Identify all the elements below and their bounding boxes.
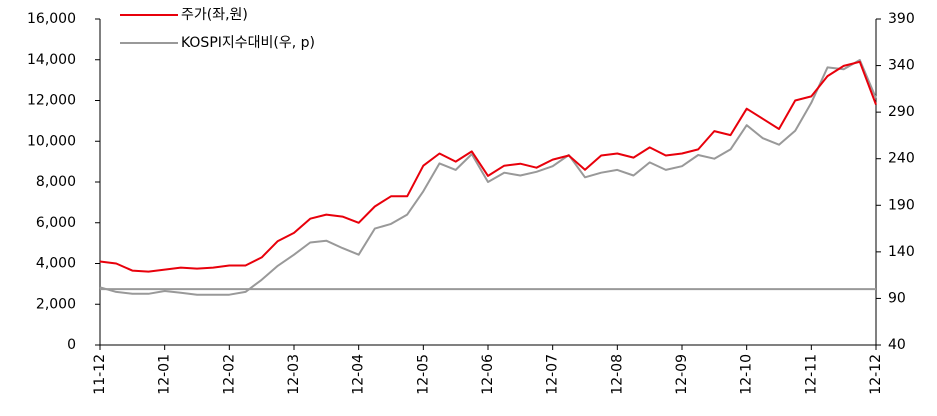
series-line xyxy=(99,59,877,296)
x-tick-label: 12-06 xyxy=(480,354,496,395)
x-tick-label: 12-09 xyxy=(674,354,690,395)
x-tick-label: 12-01 xyxy=(157,354,173,395)
y-tick-label: 2,000 xyxy=(36,296,76,312)
x-tick-label: 12-07 xyxy=(545,354,561,395)
y2-tick-label: 140 xyxy=(888,244,915,260)
y2-tick-label: 390 xyxy=(888,11,915,27)
x-tick-label: 11-12 xyxy=(92,354,108,395)
y2-tick-label: 90 xyxy=(888,290,906,306)
x-tick-label: 12-03 xyxy=(286,354,302,395)
x-tick-label: 12-11 xyxy=(803,354,819,395)
x-tick-label: 12-08 xyxy=(609,354,625,395)
y-tick-label: 8,000 xyxy=(36,174,76,190)
x-tick-label: 12-02 xyxy=(221,354,237,395)
y2-tick-label: 240 xyxy=(888,151,915,167)
y-tick-label: 4,000 xyxy=(36,256,76,272)
x-tick-label: 12-04 xyxy=(351,354,367,395)
y2-tick-label: 290 xyxy=(888,104,915,120)
y-tick-label: 0 xyxy=(67,337,76,353)
x-tick-label: 12-05 xyxy=(415,354,431,395)
y-tick-label: 6,000 xyxy=(36,215,76,231)
y-tick-label: 16,000 xyxy=(27,11,76,27)
y-tick-label: 12,000 xyxy=(27,93,76,109)
x-tick-label: 12-10 xyxy=(739,354,755,395)
series-line xyxy=(99,60,877,273)
legend-label: 주가(좌,원) xyxy=(181,7,248,23)
y2-tick-label: 340 xyxy=(888,58,915,74)
y2-tick-label: 190 xyxy=(888,197,915,213)
y-tick-label: 14,000 xyxy=(27,52,76,68)
y-tick-label: 10,000 xyxy=(27,133,76,149)
x-tick-label: 12-12 xyxy=(868,354,884,395)
legend-label: KOSPI지수대비(우, p) xyxy=(181,35,315,51)
y2-tick-label: 40 xyxy=(888,337,906,353)
